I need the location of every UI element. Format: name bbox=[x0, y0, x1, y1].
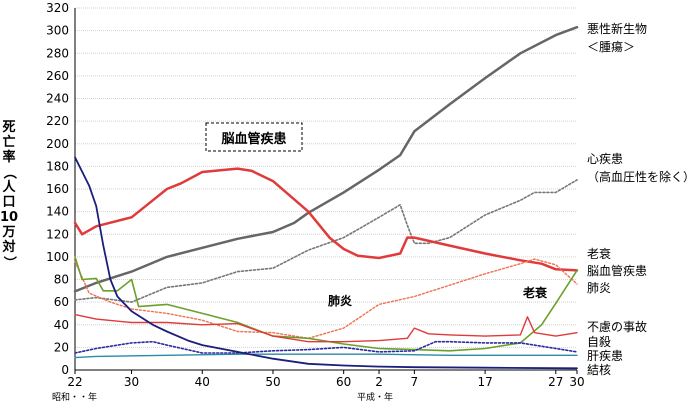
series-label-pneumonia: 肺炎 bbox=[587, 281, 611, 295]
y-tick-label: 60 bbox=[54, 295, 69, 309]
series-line bbox=[74, 256, 578, 352]
annotation-senility: 老衰 bbox=[523, 285, 548, 300]
series-label-tb: 結核 bbox=[587, 363, 611, 377]
series-label-heart2: （高血圧性を除く） bbox=[587, 169, 694, 184]
series-label-accident: 不慮の事故 bbox=[587, 319, 647, 334]
y-axis-title: 死亡率（人口 10 万対） bbox=[0, 120, 18, 270]
series-line bbox=[74, 340, 578, 354]
series-label-suicide: 自殺 bbox=[587, 335, 611, 349]
y-axis-title-char: 亡 bbox=[2, 135, 16, 150]
series-line bbox=[73, 167, 579, 272]
x-tick-label: 17 bbox=[477, 375, 492, 389]
y-axis-title-char: 口 bbox=[2, 195, 16, 210]
series-line bbox=[73, 25, 579, 293]
series-label-senility: 老衰 bbox=[587, 246, 611, 261]
series-line bbox=[74, 313, 578, 343]
x-tick-label: 30 bbox=[124, 375, 139, 389]
y-tick-label: 300 bbox=[46, 24, 69, 38]
y-tick-label: 260 bbox=[46, 69, 69, 83]
x-tick-label: 60 bbox=[336, 375, 351, 389]
series-line bbox=[74, 156, 578, 370]
x-tick-label: 7 bbox=[411, 375, 419, 389]
series-label-liver: 肝疾患 bbox=[587, 348, 623, 363]
x-tick-label: 40 bbox=[195, 375, 210, 389]
series-label-neo2: ＜腫瘍＞ bbox=[587, 39, 635, 54]
series-line bbox=[74, 179, 578, 303]
x-tick-label: 50 bbox=[265, 375, 280, 389]
y-tick-label: 80 bbox=[54, 273, 69, 287]
series-line bbox=[74, 353, 578, 359]
y-tick-label: 320 bbox=[46, 1, 69, 15]
y-tick-label: 220 bbox=[46, 114, 69, 128]
y-tick-label: 0 bbox=[61, 363, 69, 377]
annotation-pneumonia: 肺炎 bbox=[328, 293, 352, 308]
annotation-cerebro: 脳血管疾患 bbox=[221, 131, 286, 147]
y-tick-label: 120 bbox=[46, 227, 69, 241]
y-tick-label: 100 bbox=[46, 250, 69, 264]
annotation-box bbox=[205, 122, 303, 152]
x-tick-label: 22 bbox=[67, 375, 82, 389]
y-axis-title-char: 率 bbox=[2, 150, 16, 165]
series-label-cerebro: 脳血管疾患 bbox=[587, 263, 647, 278]
y-axis-title-char: 死 bbox=[2, 120, 16, 135]
y-tick-label: 40 bbox=[54, 318, 69, 332]
y-tick-label: 240 bbox=[46, 92, 69, 106]
x-tick-label: 2 bbox=[375, 375, 383, 389]
series-line bbox=[74, 258, 578, 339]
x-tick-label: 27 bbox=[548, 375, 563, 389]
series-label-heart1: 心疾患 bbox=[587, 151, 623, 166]
y-tick-label: 20 bbox=[54, 340, 69, 354]
y-axis-title-char: 対 bbox=[2, 240, 16, 255]
y-tick-label: 160 bbox=[46, 182, 69, 196]
y-tick-label: 280 bbox=[46, 46, 69, 60]
y-tick-label: 200 bbox=[46, 137, 69, 151]
x-tick-label: 30 bbox=[569, 375, 584, 389]
series-label-neo1: 悪性新生物 bbox=[587, 21, 647, 36]
y-axis-title-char: 10 bbox=[0, 210, 19, 225]
y-axis-title-char: 人 bbox=[2, 180, 16, 195]
y-tick-label: 180 bbox=[46, 159, 69, 173]
era-label-heisei: 平成・年 bbox=[357, 391, 393, 403]
y-axis-title-char: 万 bbox=[2, 225, 16, 240]
era-label-showa: 昭和・・年 bbox=[52, 391, 97, 403]
y-tick-label: 140 bbox=[46, 205, 69, 219]
